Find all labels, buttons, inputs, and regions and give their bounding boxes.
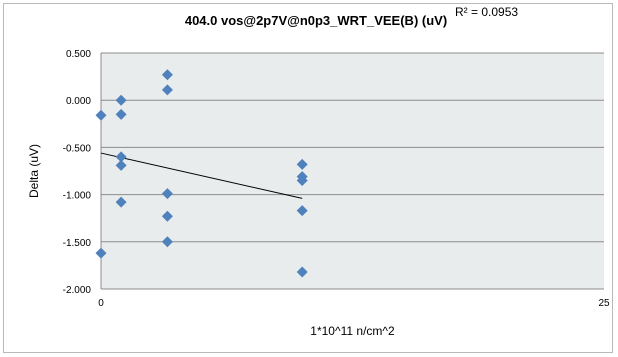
data-point xyxy=(296,174,308,186)
data-point xyxy=(115,159,127,171)
data-point xyxy=(115,151,127,163)
data-point xyxy=(115,196,127,208)
x-axis-title: 1*10^11 n/cm^2 xyxy=(310,324,395,338)
y-tick-label: -0.500 xyxy=(63,143,92,154)
y-axis-ticks: 0.500 0.000 -0.500 -1.000 -1.500 -2.000 xyxy=(63,49,92,296)
trendline xyxy=(100,152,303,199)
data-point xyxy=(161,69,173,81)
data-point xyxy=(161,84,173,96)
data-point xyxy=(95,247,107,259)
y-tick-label: 0.500 xyxy=(66,49,91,60)
data-point xyxy=(296,205,308,217)
y-tick-label: -1.000 xyxy=(63,191,92,202)
y-axis-title: Delta (uV) xyxy=(27,144,41,198)
data-points xyxy=(95,69,308,278)
data-point xyxy=(296,266,308,278)
data-point xyxy=(161,188,173,200)
data-point xyxy=(161,236,173,248)
data-point xyxy=(296,158,308,170)
x-tick-label: 0 xyxy=(98,298,104,309)
data-point xyxy=(95,109,107,121)
x-axis-ticks: 0 25 xyxy=(98,298,610,309)
data-point xyxy=(115,94,127,106)
x-tick-label: 25 xyxy=(598,298,610,309)
plot-area xyxy=(101,53,604,289)
y-tick-label: 0.000 xyxy=(66,96,91,107)
data-point xyxy=(161,210,173,222)
data-point xyxy=(115,108,127,120)
y-tick-label: -1.500 xyxy=(63,238,92,249)
chart-title: 404.0 vos@2p7V@n0p3_WRT_VEE(B) (uV) xyxy=(185,13,447,28)
y-tick-label: -2.000 xyxy=(63,285,92,296)
r-squared-label: R² = 0.0953 xyxy=(455,5,518,19)
